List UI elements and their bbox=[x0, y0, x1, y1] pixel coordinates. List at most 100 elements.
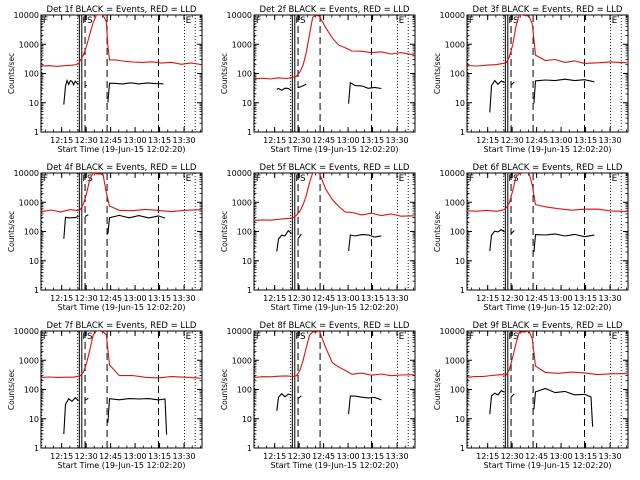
x-tick-label: 12:45 bbox=[99, 452, 122, 461]
panel-title: Det 5f BLACK = Events, RED = LLD bbox=[260, 163, 410, 173]
events-line-segment bbox=[489, 390, 505, 415]
x-axis-label: Start Time (19-Jun-15 12:02:20) bbox=[484, 145, 612, 154]
marker-flare: F bbox=[508, 16, 513, 26]
events-line-segment bbox=[533, 78, 595, 104]
marker-f-left: F bbox=[469, 174, 474, 184]
events-line-segment bbox=[276, 229, 292, 252]
y-tick-label: 10000 bbox=[440, 327, 465, 336]
y-axis-label: Counts/sec bbox=[220, 369, 229, 410]
y-tick-label: 10 bbox=[455, 99, 465, 108]
marker-e: E bbox=[399, 16, 405, 26]
x-tick-label: 13:30 bbox=[173, 452, 196, 461]
events-line-segment bbox=[510, 393, 515, 398]
x-tick-label: 13:00 bbox=[124, 294, 147, 303]
y-tick-label: 1000 bbox=[445, 356, 465, 365]
lld-line-segment bbox=[254, 173, 414, 221]
x-tick-label: 13:15 bbox=[574, 294, 597, 303]
y-tick-label: 100 bbox=[450, 228, 465, 237]
y-tick-label: 10 bbox=[242, 415, 252, 424]
y-tick-label: 10000 bbox=[440, 169, 465, 178]
marker-flare: F bbox=[295, 332, 300, 342]
y-tick-label: 1 bbox=[460, 286, 465, 295]
events-line-segment bbox=[533, 233, 595, 252]
y-tick-label: 100 bbox=[450, 386, 465, 395]
y-tick-label: 1 bbox=[247, 128, 252, 137]
y-tick-label: 10 bbox=[242, 99, 252, 108]
y-tick-label: 10 bbox=[455, 415, 465, 424]
series-group bbox=[41, 173, 201, 239]
y-tick-label: 100 bbox=[237, 228, 252, 237]
x-tick-label: 12:15 bbox=[476, 294, 499, 303]
x-tick-label: 12:45 bbox=[312, 136, 335, 145]
y-tick-label: 10000 bbox=[227, 11, 252, 20]
marker-f-left: F bbox=[43, 16, 48, 26]
series-group bbox=[254, 15, 414, 104]
marker-flare: F bbox=[82, 332, 87, 342]
y-tick-label: 1000 bbox=[232, 40, 252, 49]
x-tick-label: 12:45 bbox=[525, 452, 548, 461]
events-line-segment bbox=[533, 387, 594, 427]
series-group bbox=[41, 15, 201, 105]
x-tick-label: 13:15 bbox=[361, 452, 384, 461]
marker-f-left: F bbox=[469, 16, 474, 26]
x-tick-label: 13:00 bbox=[550, 294, 573, 303]
lld-line-segment bbox=[467, 15, 627, 67]
marker-s: S bbox=[513, 332, 519, 342]
y-tick-label: 100 bbox=[24, 228, 39, 237]
x-tick-label: 13:30 bbox=[173, 136, 196, 145]
marker-e: E bbox=[399, 332, 405, 342]
x-tick-label: 13:15 bbox=[574, 452, 597, 461]
marker-e: E bbox=[612, 332, 618, 342]
series-group bbox=[467, 331, 627, 427]
y-tick-label: 1000 bbox=[19, 40, 39, 49]
events-line-segment bbox=[63, 396, 79, 435]
panel-title: Det 4f BLACK = Events, RED = LLD bbox=[47, 163, 197, 173]
events-line-segment bbox=[348, 395, 382, 415]
series-group bbox=[254, 331, 414, 415]
x-tick-label: 12:30 bbox=[288, 294, 311, 303]
events-line-segment bbox=[510, 81, 515, 86]
x-tick-label: 12:15 bbox=[263, 294, 286, 303]
marker-flare: F bbox=[82, 174, 87, 184]
x-tick-label: 12:15 bbox=[50, 452, 73, 461]
x-tick-label: 13:15 bbox=[361, 294, 384, 303]
x-tick-label: 13:30 bbox=[599, 452, 622, 461]
y-axis-label: Counts/sec bbox=[220, 53, 229, 94]
marker-s: S bbox=[513, 174, 519, 184]
y-tick-label: 10000 bbox=[14, 169, 39, 178]
y-tick-label: 10000 bbox=[227, 327, 252, 336]
x-axis-label: Start Time (19-Jun-15 12:02:20) bbox=[484, 461, 612, 470]
marker-f-left: F bbox=[256, 174, 261, 184]
events-line-segment bbox=[84, 397, 89, 401]
lld-line-segment bbox=[467, 173, 627, 212]
y-tick-label: 10 bbox=[29, 415, 39, 424]
events-line-segment bbox=[297, 395, 302, 399]
marker-f-left: F bbox=[256, 16, 261, 26]
events-line-segment bbox=[107, 398, 168, 435]
detector-panel-7: Det 7f BLACK = Events, RED = LLD 1 10 100 10… bbox=[7, 321, 203, 470]
y-tick-label: 1000 bbox=[19, 198, 39, 207]
marker-s: S bbox=[87, 332, 93, 342]
x-tick-label: 13:00 bbox=[124, 136, 147, 145]
y-tick-label: 1000 bbox=[445, 40, 465, 49]
marker-flare: F bbox=[508, 332, 513, 342]
x-axis-label: Start Time (19-Jun-15 12:02:20) bbox=[58, 461, 186, 470]
marker-e: E bbox=[186, 16, 192, 26]
events-line-segment bbox=[84, 84, 87, 87]
x-tick-label: 13:00 bbox=[550, 452, 573, 461]
y-tick-label: 1000 bbox=[19, 356, 39, 365]
marker-e: E bbox=[186, 332, 192, 342]
marker-f-left: F bbox=[256, 332, 261, 342]
plot-frame bbox=[253, 172, 416, 291]
events-line-segment bbox=[489, 229, 505, 252]
events-line-segment bbox=[489, 79, 505, 113]
detector-panel-3: Det 3f BLACK = Events, RED = LLD 1 10 100 10… bbox=[433, 5, 629, 154]
x-tick-label: 13:00 bbox=[337, 136, 360, 145]
series-group bbox=[41, 331, 201, 435]
x-tick-label: 13:00 bbox=[124, 452, 147, 461]
lld-line-segment bbox=[41, 331, 201, 379]
y-tick-label: 100 bbox=[237, 70, 252, 79]
y-tick-label: 1 bbox=[460, 444, 465, 453]
x-tick-label: 12:45 bbox=[525, 294, 548, 303]
